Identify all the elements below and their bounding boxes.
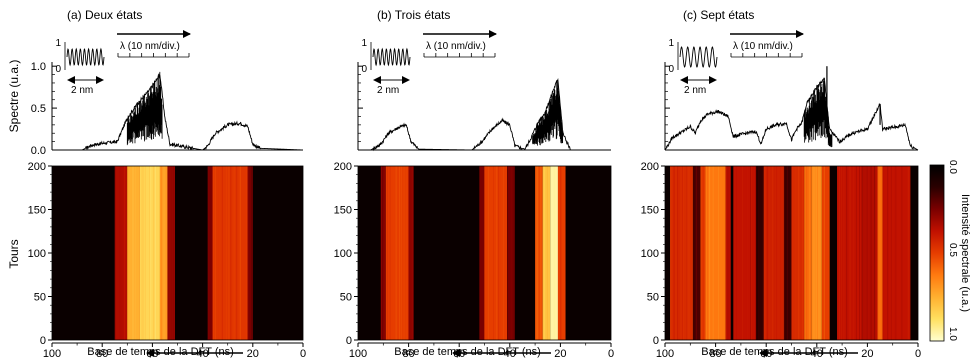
inset-scale-label: 2 nm xyxy=(684,85,706,96)
heatmap-band xyxy=(804,166,812,340)
x-tick-label: 100 xyxy=(656,348,674,358)
heatmap-band xyxy=(877,166,883,340)
inset-waveform xyxy=(372,47,411,67)
inset-scale-label: 2 nm xyxy=(71,85,93,96)
heatmap-band xyxy=(670,166,693,340)
inset-scale-label: 2 nm xyxy=(377,85,399,96)
inset-tick-1: 1 xyxy=(668,38,674,49)
heatmap-y-tick-label: 0 xyxy=(346,335,352,347)
spectrum-noisy-band xyxy=(803,79,833,148)
x-tick-label: 20 xyxy=(554,348,566,358)
heatmap-background xyxy=(52,166,303,340)
x-tick-label: 0 xyxy=(300,348,306,358)
x-axis-label: Base de temps de la DFT (ns) xyxy=(87,346,234,358)
x-tick-label: 20 xyxy=(247,348,259,358)
x-tick-label: 100 xyxy=(43,348,61,358)
colorbar-gradient xyxy=(929,164,945,342)
spectrum-noisy-band xyxy=(126,71,163,146)
heatmap-band xyxy=(167,166,175,340)
wavelength-scale-label: λ (10 nm/div.) xyxy=(426,41,486,52)
colorbar-tick-0: 0.0 xyxy=(947,160,958,174)
inset-tick-0: 0 xyxy=(361,64,367,75)
x-tick-label: 80 xyxy=(709,348,721,358)
heatmap-band xyxy=(862,166,878,340)
panel-0: 0.0 0.5 1.0 1 0 2 nm λ (10 nm/div.) 0 50 100 150 20… xyxy=(28,30,306,358)
heatmap-band xyxy=(127,166,140,340)
spectrum-trace xyxy=(358,78,611,152)
x-axis-label: Base de temps de la DFT (ns) xyxy=(701,346,848,358)
inset-waveform xyxy=(679,46,718,68)
panel-b-label: (b) Trois états xyxy=(377,8,450,22)
spectrum-trace xyxy=(664,77,919,151)
heatmap-band xyxy=(380,166,386,340)
heatmap-y-label: Tours xyxy=(7,239,21,268)
heatmap-y-tick-label: 150 xyxy=(28,205,46,217)
heatmap-band xyxy=(212,166,248,340)
inset-tick-1: 1 xyxy=(361,38,367,49)
heatmap-band xyxy=(247,166,253,340)
x-tick-label: 80 xyxy=(402,348,414,358)
heatmap-y-tick-label: 150 xyxy=(641,205,659,217)
heatmap-y-tick-label: 50 xyxy=(34,292,46,304)
heatmap-band xyxy=(821,166,830,340)
heatmap-y-tick-label: 100 xyxy=(641,248,659,260)
spectrum-y-tick-label: 0.5 xyxy=(31,103,46,115)
x-tick-label: 100 xyxy=(349,348,367,358)
spectrum-y-label: Spectre (u.a.) xyxy=(7,60,21,133)
heatmap-band xyxy=(705,166,726,340)
colorbar-label: Intensité spectrale (u.a.) xyxy=(959,194,971,312)
heatmap-y-tick-label: 50 xyxy=(340,292,352,304)
heatmap-y-tick-label: 100 xyxy=(28,248,46,260)
wavelength-scale-label: λ (10 nm/div.) xyxy=(120,41,180,52)
heatmap-y-tick-label: 200 xyxy=(641,161,659,173)
inset-tick-0: 0 xyxy=(55,64,61,75)
heatmap-y-tick-label: 200 xyxy=(334,161,352,173)
heatmap-y-tick-label: 0 xyxy=(40,335,46,347)
heatmap-band xyxy=(557,166,566,340)
heatmap-band xyxy=(725,166,731,340)
heatmap-y-tick-label: 150 xyxy=(334,205,352,217)
heatmap-band xyxy=(207,166,213,340)
inset-tick-1: 1 xyxy=(55,38,61,49)
heatmap-y-tick-label: 100 xyxy=(334,248,352,260)
heatmap-y-tick-label: 50 xyxy=(647,292,659,304)
wavelength-scale-label: λ (10 nm/div.) xyxy=(733,41,793,52)
colorbar-tick-2: 1.0 xyxy=(947,327,958,341)
spectrum-noisy-band xyxy=(532,80,564,146)
x-tick-label: 80 xyxy=(96,348,108,358)
heatmap-band xyxy=(385,166,409,340)
inset-waveform xyxy=(66,47,105,67)
spectrum-y-tick-label: 1.0 xyxy=(31,61,46,73)
heatmap-band xyxy=(811,166,822,340)
heatmap-band xyxy=(542,166,551,340)
x-tick-label: 0 xyxy=(915,348,921,358)
inset-tick-0: 0 xyxy=(668,64,674,75)
colorbar: 0.0 0.5 1.0 Intensité spectrale (u.a.) xyxy=(929,160,971,342)
panel-a-label: (a) Deux états xyxy=(67,8,142,22)
colorbar-tick-1: 0.5 xyxy=(947,243,958,257)
heatmap-band xyxy=(484,166,508,340)
x-axis-label: Base de temps de la DFT (ns) xyxy=(394,346,541,358)
heatmap-y-tick-label: 200 xyxy=(28,161,46,173)
heatmap-band xyxy=(408,166,414,340)
spectrum-y-tick-label: 0.0 xyxy=(31,145,46,157)
x-tick-label: 0 xyxy=(608,348,614,358)
heatmap-band xyxy=(791,166,805,340)
heatmap-band xyxy=(882,166,911,340)
x-tick-label: 20 xyxy=(861,348,873,358)
panel-c-label: (c) Sept états xyxy=(683,8,754,22)
spectrum-trace xyxy=(52,73,304,151)
heatmap-y-tick-label: 0 xyxy=(653,335,659,347)
